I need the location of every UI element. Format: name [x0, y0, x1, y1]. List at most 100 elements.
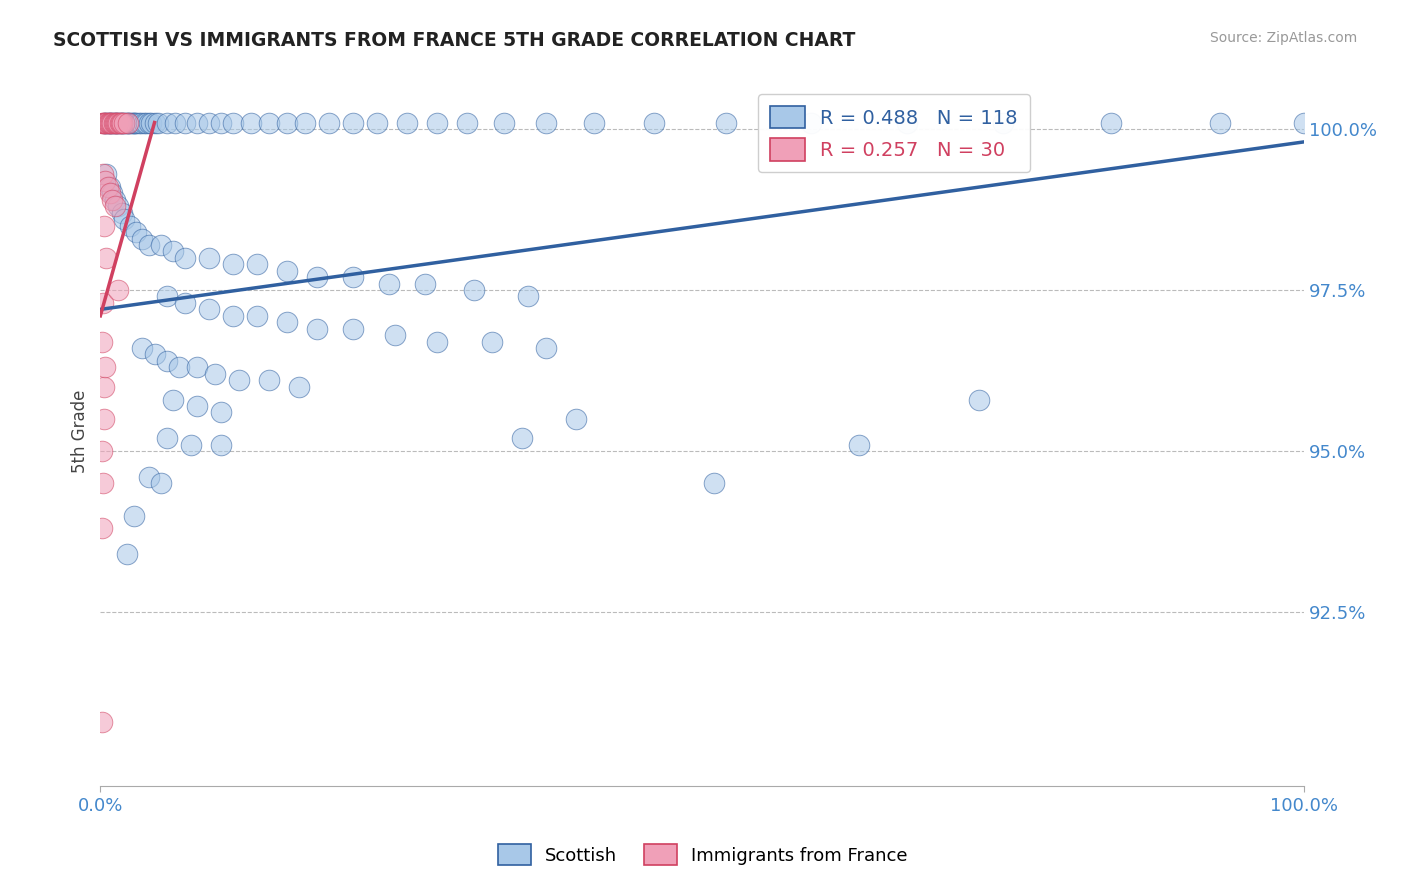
Legend: R = 0.488   N = 118, R = 0.257   N = 30: R = 0.488 N = 118, R = 0.257 N = 30	[758, 95, 1029, 172]
Point	[257, 115, 280, 129]
Point	[96, 251, 118, 265]
Point	[173, 115, 195, 129]
Text: Source: ZipAtlas.com: Source: ZipAtlas.com	[1209, 31, 1357, 45]
Point	[120, 219, 142, 233]
Point	[143, 347, 166, 361]
Point	[209, 405, 232, 419]
Point	[197, 302, 219, 317]
Point	[463, 283, 485, 297]
Point	[125, 115, 148, 129]
Point	[108, 115, 131, 129]
Point	[93, 219, 115, 233]
Point	[112, 212, 135, 227]
Point	[1294, 115, 1316, 129]
Point	[90, 444, 112, 458]
Point	[155, 431, 177, 445]
Legend: Scottish, Immigrants from France: Scottish, Immigrants from France	[491, 837, 915, 872]
Point	[135, 115, 157, 129]
Point	[97, 180, 120, 194]
Point	[162, 244, 184, 259]
Point	[378, 277, 401, 291]
Point	[122, 508, 145, 523]
Point	[112, 115, 135, 129]
Point	[105, 115, 128, 129]
Point	[111, 115, 134, 129]
Point	[129, 115, 152, 129]
Point	[143, 115, 166, 129]
Point	[456, 115, 478, 129]
Point	[246, 257, 269, 271]
Point	[115, 115, 138, 129]
Point	[155, 115, 177, 129]
Point	[98, 115, 121, 129]
Point	[98, 186, 121, 201]
Point	[510, 431, 533, 445]
Point	[197, 251, 219, 265]
Point	[105, 115, 128, 129]
Point	[93, 380, 115, 394]
Point	[239, 115, 262, 129]
Point	[121, 115, 143, 129]
Point	[111, 205, 134, 219]
Point	[97, 115, 120, 129]
Text: SCOTTISH VS IMMIGRANTS FROM FRANCE 5TH GRADE CORRELATION CHART: SCOTTISH VS IMMIGRANTS FROM FRANCE 5TH G…	[53, 31, 856, 50]
Point	[294, 115, 316, 129]
Point	[94, 173, 117, 187]
Point	[96, 167, 118, 181]
Point	[276, 264, 298, 278]
Point	[228, 373, 250, 387]
Point	[799, 115, 821, 129]
Y-axis label: 5th Grade: 5th Grade	[72, 390, 89, 474]
Point	[104, 193, 127, 207]
Point	[125, 225, 148, 239]
Point	[110, 115, 132, 129]
Point	[967, 392, 990, 407]
Point	[149, 238, 172, 252]
Point	[101, 193, 124, 207]
Point	[132, 115, 155, 129]
Point	[131, 231, 153, 245]
Point	[94, 115, 117, 129]
Point	[117, 115, 139, 129]
Point	[276, 115, 298, 129]
Point	[288, 380, 311, 394]
Point	[90, 714, 112, 729]
Point	[91, 476, 114, 491]
Point	[342, 322, 364, 336]
Point	[93, 115, 115, 129]
Point	[703, 476, 725, 491]
Point	[209, 438, 232, 452]
Point	[114, 115, 136, 129]
Point	[162, 392, 184, 407]
Point	[186, 399, 208, 413]
Point	[117, 115, 139, 129]
Point	[107, 199, 129, 213]
Point	[138, 115, 160, 129]
Point	[100, 115, 122, 129]
Point	[426, 334, 449, 349]
Point	[93, 115, 115, 129]
Point	[91, 296, 114, 310]
Point	[90, 334, 112, 349]
Point	[90, 521, 112, 535]
Point	[492, 115, 515, 129]
Point	[103, 115, 125, 129]
Point	[101, 115, 124, 129]
Point	[167, 360, 190, 375]
Point	[100, 115, 122, 129]
Point	[118, 115, 141, 129]
Point	[481, 334, 503, 349]
Point	[108, 115, 131, 129]
Point	[96, 115, 118, 129]
Point	[222, 115, 245, 129]
Point	[124, 115, 146, 129]
Point	[138, 238, 160, 252]
Point	[396, 115, 419, 129]
Point	[111, 115, 134, 129]
Point	[115, 547, 138, 561]
Point	[173, 251, 195, 265]
Point	[186, 115, 208, 129]
Point	[318, 115, 340, 129]
Point	[384, 328, 406, 343]
Point	[305, 322, 328, 336]
